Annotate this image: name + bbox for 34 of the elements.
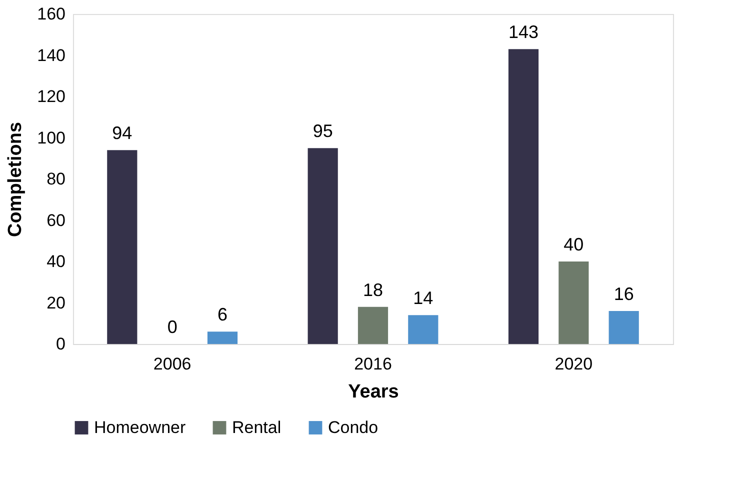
bar (408, 315, 438, 344)
data-label: 94 (112, 123, 132, 144)
x-axis-title: Years (348, 382, 399, 402)
bar (508, 49, 539, 344)
legend-label: Rental (232, 418, 282, 437)
x-tick-label: 2006 (153, 354, 192, 374)
data-label: 16 (614, 284, 634, 304)
bar (558, 262, 589, 344)
y-tick-label: 80 (46, 170, 66, 188)
bar (358, 306, 388, 344)
data-label: 143 (508, 22, 539, 42)
y-tick-label: 160 (37, 4, 66, 24)
x-tick-label: 2020 (554, 354, 593, 374)
data-label: 95 (312, 121, 333, 142)
bar (308, 148, 338, 344)
data-label: 18 (362, 280, 384, 300)
legend-label: Homeowner (94, 418, 186, 437)
bar (608, 311, 639, 344)
legend-label: Condo (328, 418, 378, 437)
x-tick-label: 2016 (354, 354, 392, 374)
y-tick-label: 40 (46, 252, 66, 271)
y-tick-label: 60 (46, 210, 66, 230)
y-axis-title: Completions (5, 122, 26, 238)
y-tick-label: 0 (56, 334, 66, 354)
data-label: 40 (564, 234, 584, 254)
bar (207, 332, 238, 344)
data-label: 14 (413, 288, 434, 308)
data-label: 6 (217, 304, 228, 325)
y-tick-label: 120 (37, 87, 66, 106)
bar (107, 150, 138, 344)
y-tick-label: 20 (46, 293, 66, 312)
y-tick-label: 140 (37, 46, 66, 65)
data-label: 0 (167, 317, 178, 337)
y-tick-label: 100 (37, 128, 66, 148)
